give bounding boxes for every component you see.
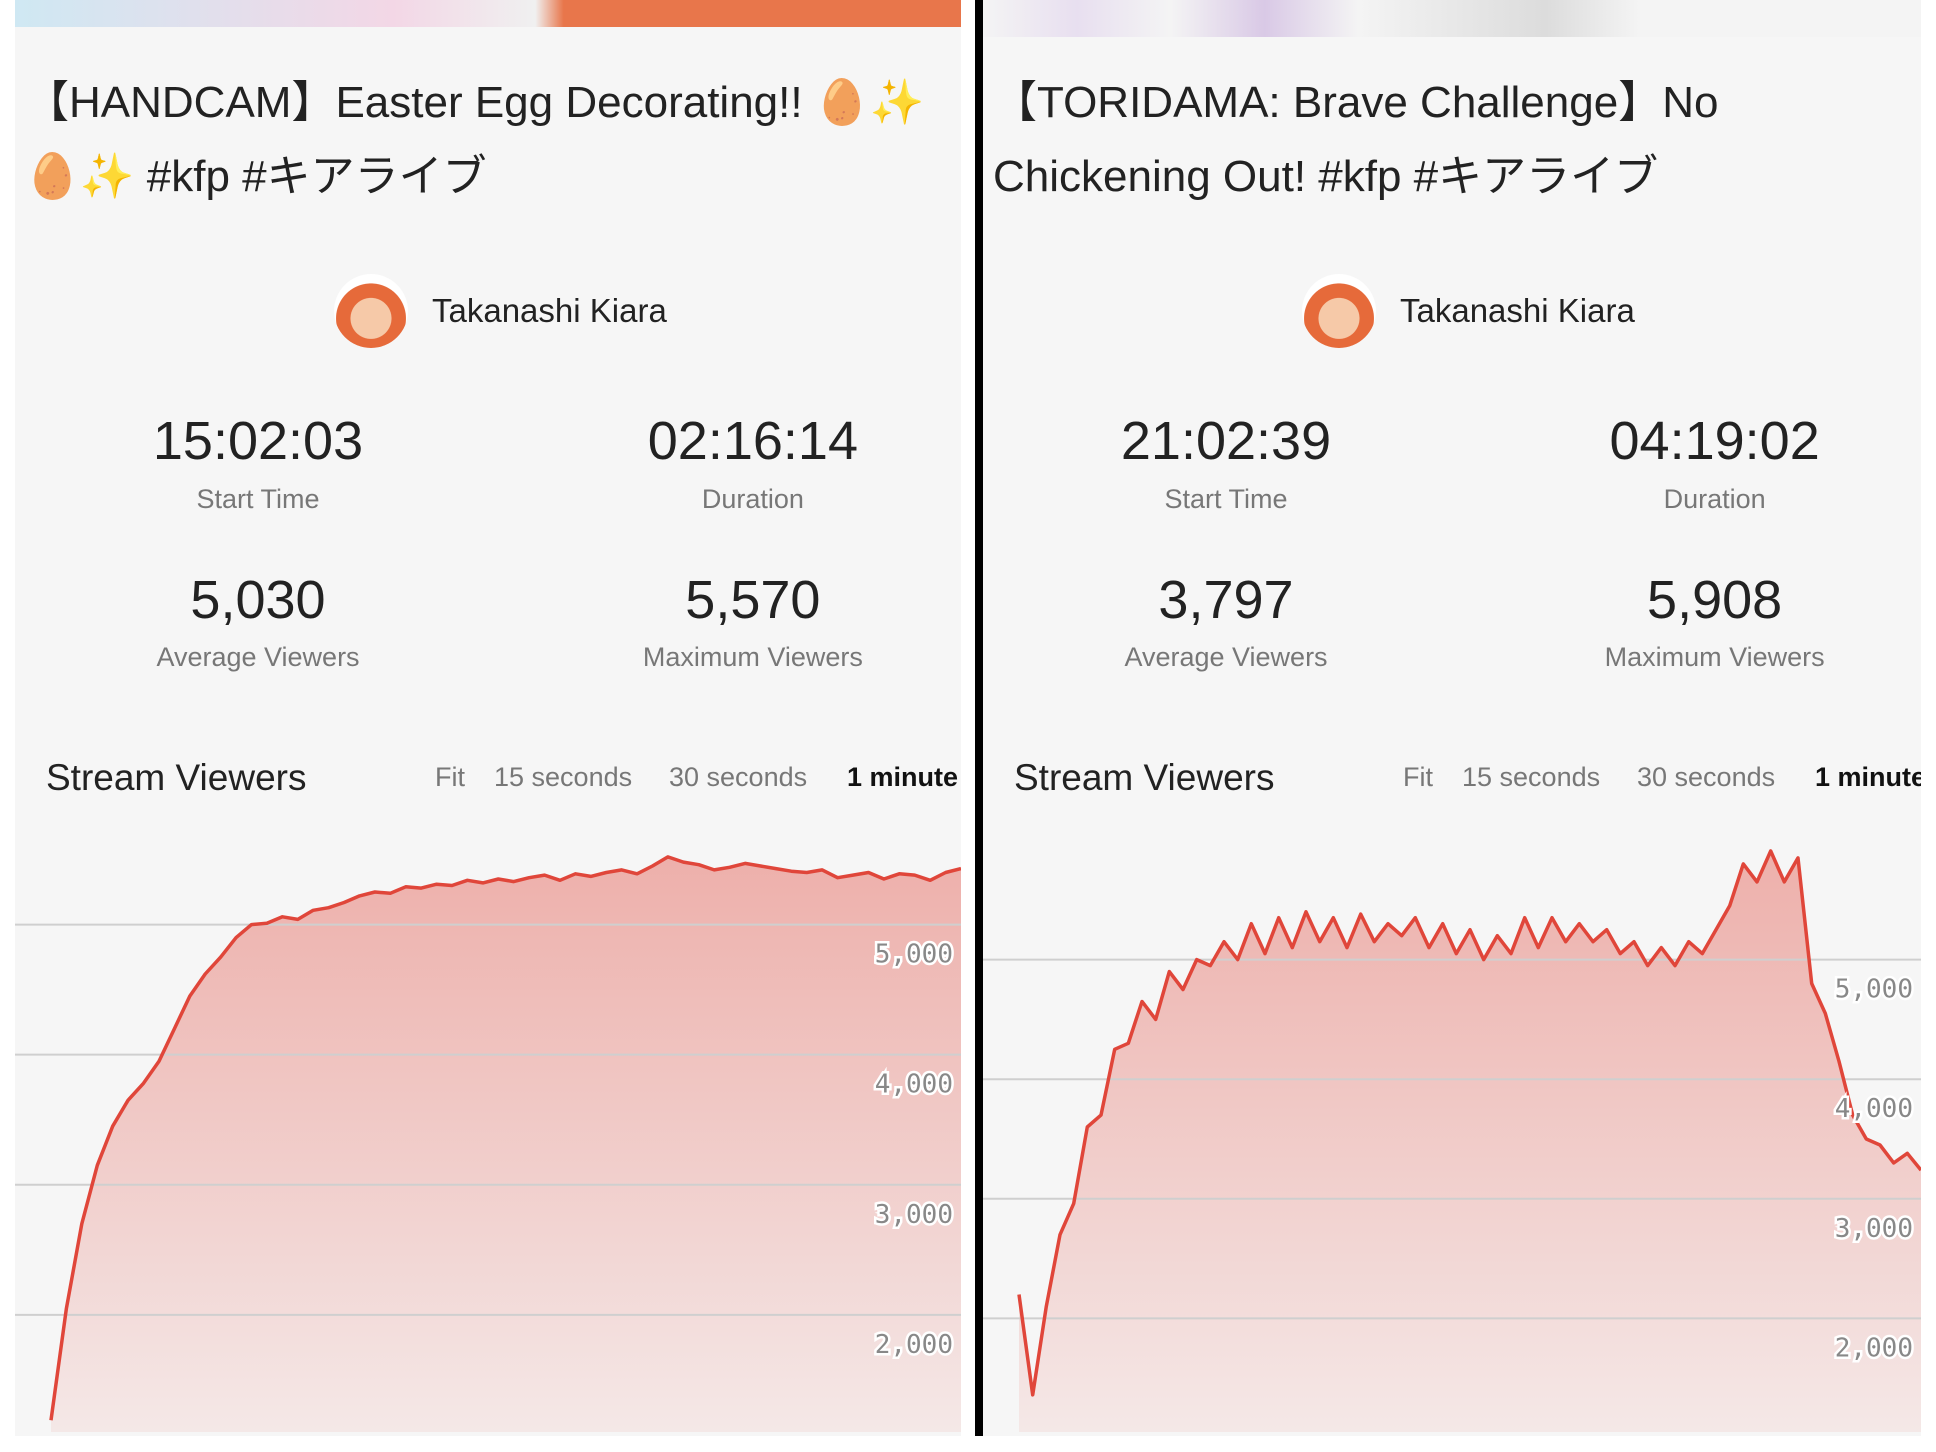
interval-button[interactable]: 1 minute [847,762,959,792]
stat-value: 15:02:03 [152,411,364,471]
section-title: Stream Viewers [46,757,307,798]
stat-label: Duration [1663,484,1766,514]
thumbnail-strip [983,0,1921,37]
interval-button[interactable]: 30 seconds [1637,762,1776,792]
stat-label: Start Time [196,484,320,514]
area-fill [51,856,961,1432]
interval-button[interactable]: 15 seconds [1462,762,1601,792]
interval-button[interactable]: Fit [435,762,465,792]
stat-value: 5,908 [1647,570,1783,630]
channel-avatar [334,274,408,348]
stream-title: 【HANDCAM】Easter Egg Decorating!! 🥚✨🥚✨ #k… [25,78,925,201]
viewer-chart: 2,000 3,000 4,000 5,000 [983,849,1921,1432]
interval-button[interactable]: 15 seconds [494,762,633,792]
stat-value: 5,570 [685,570,821,630]
stream-title: 【TORIDAMA: Brave Challenge】No Chickening… [993,78,1719,201]
y-tick-label: 3,000 [1835,1214,1913,1244]
viewer-line [49,855,961,1421]
divider [975,0,983,1436]
stat-label: Maximum Viewers [642,642,863,672]
viewer-line [1017,849,1921,1397]
section-title: Stream Viewers [1014,757,1275,798]
stat-value: 3,797 [1158,570,1294,630]
stat-label: Average Viewers [156,642,360,672]
channel-name: Takanashi Kiara [1400,292,1635,329]
stat-label: Average Viewers [1124,642,1328,672]
stat-label: Maximum Viewers [1604,642,1825,672]
interval-button[interactable]: 1 minute [1815,762,1921,792]
channel-name: Takanashi Kiara [432,292,667,329]
y-tick-label: 5,000 [875,940,953,970]
stream-panel: 【HANDCAM】Easter Egg Decorating!! 🥚✨🥚✨ #k… [15,0,961,1436]
y-tick-label: 4,000 [1835,1094,1913,1124]
channel-avatar [1302,274,1376,348]
stat-value: 04:19:02 [1609,411,1820,471]
interval-button[interactable]: Fit [1403,762,1433,792]
stat-value: 21:02:39 [1120,411,1332,471]
y-tick-label: 2,000 [875,1330,953,1360]
stat-label: Duration [701,484,804,514]
y-tick-label: 2,000 [1835,1333,1913,1363]
stream-panel: 【TORIDAMA: Brave Challenge】No Chickening… [983,0,1921,1436]
thumbnail-strip [15,0,961,27]
viewer-chart: 2,000 3,000 4,000 5,000 [15,855,961,1432]
interval-button[interactable]: 30 seconds [669,762,808,792]
y-tick-label: 5,000 [1835,975,1913,1005]
y-tick-label: 3,000 [875,1200,953,1230]
stat-value: 5,030 [190,570,326,630]
y-tick-label: 4,000 [875,1070,953,1100]
stat-label: Start Time [1164,484,1288,514]
area-fill [1019,851,1921,1432]
stat-value: 02:16:14 [647,411,858,471]
